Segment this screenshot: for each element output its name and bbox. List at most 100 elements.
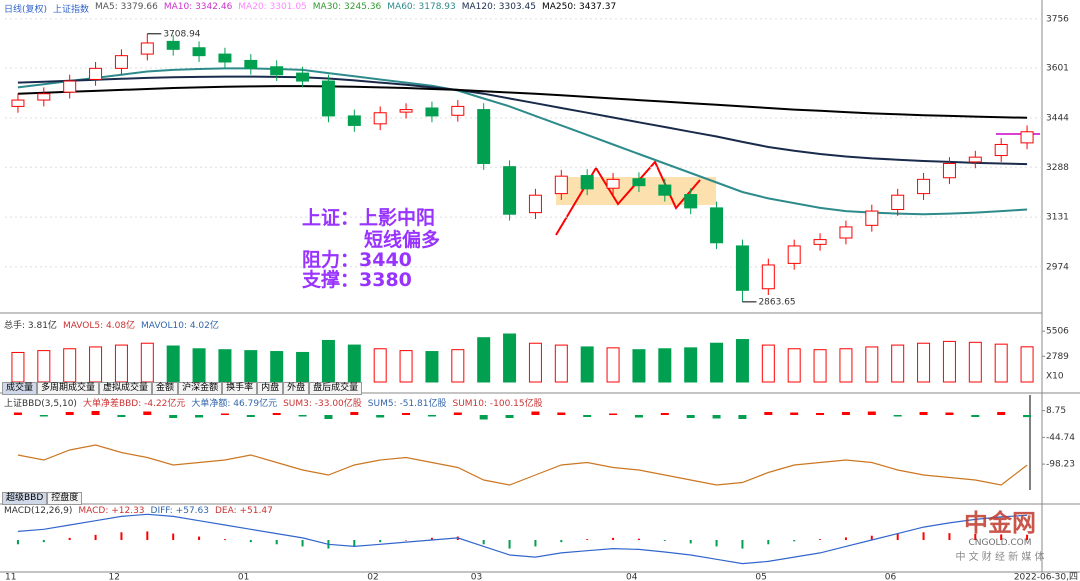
bar	[554, 344, 568, 383]
y-tick-label: 2789	[1046, 352, 1069, 362]
candle-body	[37, 93, 51, 101]
bar	[94, 534, 97, 540]
tab: 超级BBD	[2, 492, 48, 505]
bar	[13, 412, 22, 415]
candle-body	[89, 67, 103, 80]
bar	[65, 412, 74, 415]
bar	[301, 540, 304, 547]
bar	[767, 540, 770, 545]
bar	[735, 339, 749, 383]
bar	[761, 344, 775, 383]
bar	[89, 346, 103, 383]
candle-body	[710, 207, 724, 244]
bar	[528, 342, 542, 383]
bar	[249, 540, 252, 543]
volume-tabs: 成交量 多周期成交量 虚拟成交量 金额 沪深金额 换手率 内盘 外盘 盘后成交量	[2, 382, 363, 395]
header-item: DIFF: +57.63	[150, 506, 209, 516]
line-series	[17, 67, 1028, 216]
header-item: 上证BBD(3,5,10)	[4, 399, 77, 409]
y-tick-label: 3288	[1046, 163, 1069, 173]
bar	[586, 539, 589, 540]
candle-body	[218, 53, 232, 63]
candle-body	[425, 107, 439, 117]
y-tick-label: 5506	[1046, 327, 1069, 337]
bar	[114, 344, 128, 383]
bar	[663, 540, 666, 541]
candle-body	[296, 72, 310, 82]
bar	[637, 538, 640, 540]
bar	[166, 345, 180, 383]
bar	[583, 415, 592, 417]
bar	[819, 539, 822, 540]
candle-body	[658, 184, 672, 196]
bar	[169, 415, 178, 418]
header-item: 大单净差BBD: -4.22亿元	[82, 399, 186, 409]
bar	[117, 415, 126, 417]
candle-body	[865, 210, 879, 226]
bar	[427, 415, 436, 417]
bar	[710, 342, 724, 383]
bar	[917, 342, 931, 383]
tab: 盘后成交量	[309, 382, 363, 395]
bar	[270, 351, 284, 383]
bar	[16, 540, 19, 545]
bar	[1026, 534, 1029, 540]
macd-header: MACD(12,26,9) MACD: +12.33 DIFF: +57.63 DEA…	[4, 506, 273, 516]
candle-body	[1020, 131, 1034, 144]
x-tick-label: 01	[238, 573, 249, 581]
y-tick-label: 3756	[1046, 14, 1069, 24]
bar	[896, 533, 899, 540]
price-header: 日线(复权) 上证指数 MA5: 3379.66 MA10: 3342.46 MA20:…	[4, 2, 616, 15]
y-tick-label: 8.75	[1046, 406, 1066, 416]
header-item: SUM3: -33.00亿股	[283, 399, 362, 409]
bar	[430, 537, 433, 540]
candle-body	[11, 99, 25, 107]
bar	[425, 351, 439, 383]
candle-body	[270, 66, 284, 76]
bar	[971, 415, 980, 417]
candle-body	[684, 194, 698, 209]
bar	[839, 348, 853, 383]
bar	[451, 349, 465, 383]
period: 日线(复权)	[4, 5, 48, 15]
bar	[244, 350, 258, 383]
tab: 换手率	[222, 382, 258, 395]
bar	[534, 540, 537, 547]
bar	[63, 348, 77, 383]
bar	[91, 411, 100, 415]
bar	[968, 341, 982, 383]
y-tick-label: 3601	[1046, 64, 1069, 74]
bar	[790, 412, 799, 415]
header-item: MACD(12,26,9)	[4, 506, 73, 516]
header-item: SUM10: -100.15亿股	[452, 399, 543, 409]
tab: 外盘	[283, 382, 310, 395]
bar	[477, 337, 491, 383]
bar	[870, 535, 873, 540]
legend-entry: MA60: 3178.93	[387, 2, 456, 12]
x-tick-label: 2022-06-30,四	[1014, 573, 1078, 581]
bar	[68, 537, 71, 540]
bar	[140, 342, 154, 383]
candle-body	[114, 55, 128, 69]
x-tick-label: 02	[367, 573, 378, 581]
candle-body	[735, 245, 749, 291]
bar	[42, 540, 45, 543]
bbd-tabs: 超级BBD 控盘度	[2, 492, 83, 505]
bar	[376, 415, 385, 418]
bar	[503, 333, 517, 383]
bar	[712, 415, 721, 419]
candle-body	[503, 166, 517, 215]
bar	[764, 412, 773, 415]
bar	[945, 412, 954, 415]
x-tick-label: 04	[626, 573, 638, 581]
bar	[350, 412, 359, 415]
x-tick-label: 03	[471, 573, 482, 581]
bar	[246, 415, 255, 417]
header-item: MAVOL10: 4.02亿	[141, 321, 219, 331]
indicator-label: MA30: 3245.36	[312, 2, 382, 12]
bar	[609, 413, 618, 415]
bar	[997, 412, 1006, 415]
bar	[402, 413, 411, 415]
candle-body	[942, 162, 956, 179]
